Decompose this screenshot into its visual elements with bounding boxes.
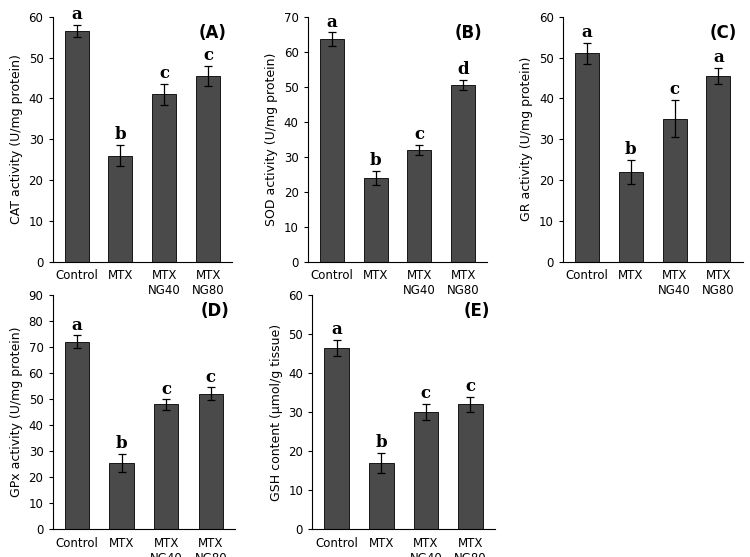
Bar <box>196 76 220 262</box>
Bar <box>364 178 388 262</box>
Text: b: b <box>376 434 387 451</box>
Y-axis label: GR activity (U/mg protein): GR activity (U/mg protein) <box>520 57 533 222</box>
Text: a: a <box>72 317 82 334</box>
Bar <box>325 348 349 529</box>
Text: (C): (C) <box>710 24 737 42</box>
Bar <box>369 463 394 529</box>
Bar <box>662 119 686 262</box>
Bar <box>413 412 438 529</box>
Text: c: c <box>414 126 424 143</box>
Bar <box>458 404 483 529</box>
Text: c: c <box>466 378 476 394</box>
Bar <box>320 40 344 262</box>
Y-axis label: CAT activity (U/mg protein): CAT activity (U/mg protein) <box>10 55 23 224</box>
Text: a: a <box>332 321 342 338</box>
Bar <box>154 404 178 529</box>
Text: c: c <box>421 385 431 402</box>
Bar <box>109 155 133 262</box>
Text: b: b <box>370 152 382 169</box>
Text: a: a <box>713 48 724 66</box>
Text: c: c <box>206 369 216 386</box>
Bar <box>64 31 88 262</box>
Text: c: c <box>159 65 170 82</box>
Text: (A): (A) <box>199 24 226 42</box>
Text: (E): (E) <box>464 302 490 320</box>
Text: a: a <box>71 6 82 23</box>
Y-axis label: SOD activity (U/mg protein): SOD activity (U/mg protein) <box>266 52 278 226</box>
Bar <box>706 76 730 262</box>
Y-axis label: GSH content (μmol/g tissue): GSH content (μmol/g tissue) <box>270 324 283 501</box>
Bar <box>152 94 176 262</box>
Bar <box>452 85 476 262</box>
Text: b: b <box>115 126 126 143</box>
Text: a: a <box>581 24 592 41</box>
Text: a: a <box>326 14 338 31</box>
Text: (B): (B) <box>454 24 482 42</box>
Text: (D): (D) <box>201 302 229 320</box>
Text: c: c <box>161 381 171 398</box>
Text: c: c <box>203 47 213 63</box>
Text: b: b <box>625 140 637 158</box>
Bar <box>574 53 599 262</box>
Bar <box>64 342 89 529</box>
Bar <box>619 172 643 262</box>
Text: d: d <box>458 61 469 78</box>
Y-axis label: GPx activity (U/mg protein): GPx activity (U/mg protein) <box>10 327 23 497</box>
Bar <box>110 463 134 529</box>
Text: b: b <box>116 436 128 452</box>
Text: c: c <box>670 81 680 99</box>
Bar <box>407 150 431 262</box>
Bar <box>199 394 223 529</box>
